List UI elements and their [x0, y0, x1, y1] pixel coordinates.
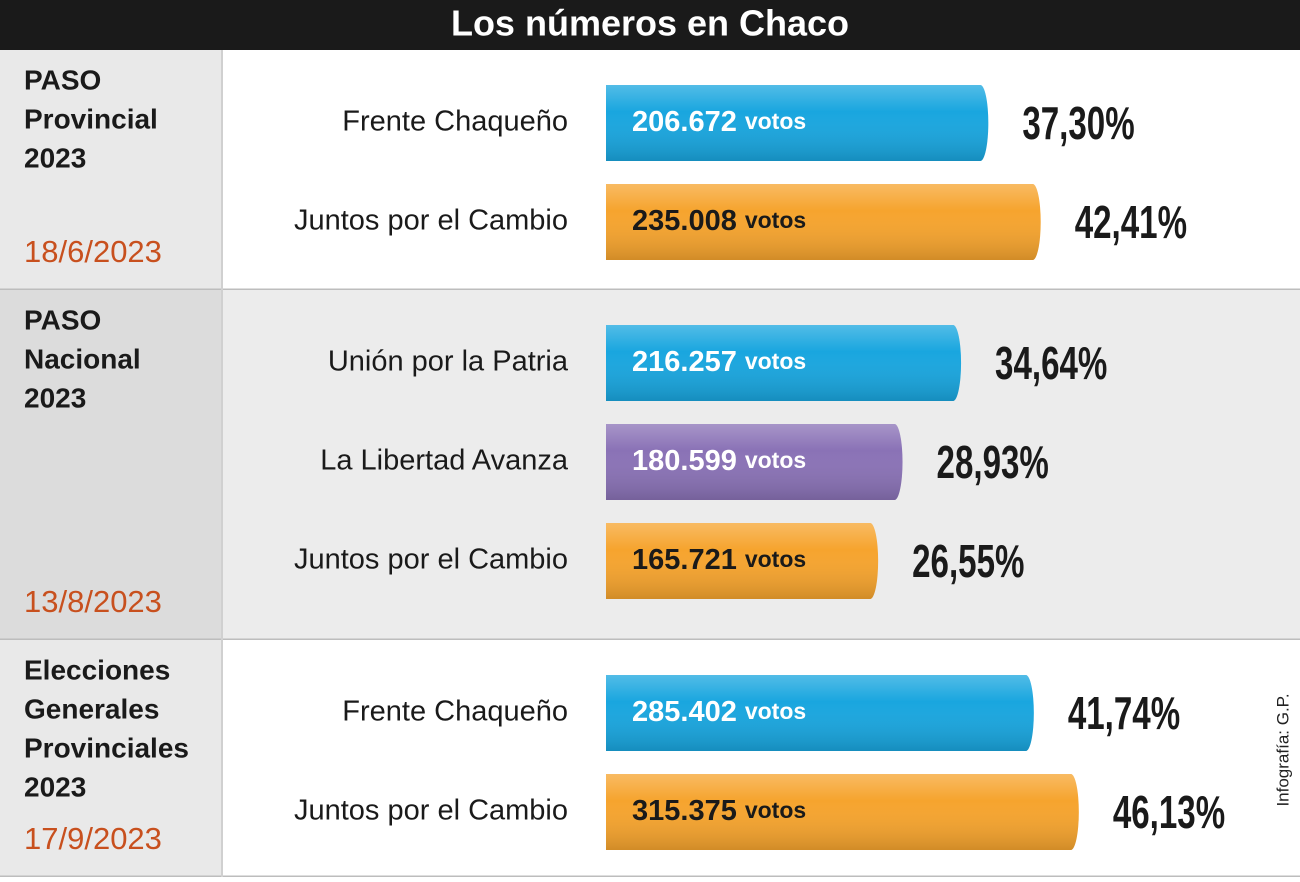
vote-unit: votos — [745, 698, 806, 724]
vote-number: 285.402 — [632, 696, 737, 728]
vote-number: 180.599 — [632, 445, 737, 477]
percent-label: 41,74% — [1068, 689, 1180, 739]
vote-number: 235.008 — [632, 205, 737, 237]
vote-unit: votos — [745, 797, 806, 823]
vote-number: 206.672 — [632, 106, 737, 138]
section-middle-bg — [222, 640, 606, 877]
vote-number: 216.257 — [632, 346, 737, 378]
section-title: 2023 — [24, 142, 86, 173]
vote-label: 285.402 votos — [632, 696, 806, 728]
section-title: 2023 — [24, 771, 86, 802]
title-bar — [0, 0, 1300, 50]
bar-shade — [606, 424, 903, 500]
bar-shade — [606, 523, 879, 599]
bar-shade — [606, 85, 989, 161]
vote-label: 315.375 votos — [632, 795, 806, 827]
category-label: Unión por la Patria — [328, 346, 569, 378]
section-title: Elecciones — [24, 654, 170, 685]
vote-label: 235.008 votos — [632, 205, 806, 237]
percent-label: 26,55% — [912, 537, 1024, 587]
category-label: Juntos por el Cambio — [294, 544, 568, 576]
category-label: Juntos por el Cambio — [294, 795, 568, 827]
section-date: 18/6/2023 — [24, 234, 162, 269]
vote-label: 165.721 votos — [632, 544, 806, 576]
section-label-bg — [0, 290, 222, 640]
section-label-bg — [0, 50, 222, 290]
vote-unit: votos — [745, 108, 806, 134]
bar-shade — [606, 184, 1041, 260]
category-label: Frente Chaqueño — [342, 106, 568, 138]
vote-label: 180.599 votos — [632, 445, 806, 477]
section-label-bg — [0, 640, 222, 877]
section-title: PASO — [24, 304, 101, 335]
section-title: PASO — [24, 64, 101, 95]
vote-unit: votos — [745, 447, 806, 473]
vote-unit: votos — [745, 207, 806, 233]
vote-unit: votos — [745, 348, 806, 374]
category-label: Frente Chaqueño — [342, 696, 568, 728]
percent-label: 37,30% — [1022, 99, 1134, 149]
vote-label: 216.257 votos — [632, 346, 806, 378]
vote-number: 165.721 — [632, 544, 737, 576]
bar-shade — [606, 774, 1079, 850]
title: Los números en Chaco — [451, 3, 849, 44]
section-middle-bg — [222, 290, 606, 640]
percent-label: 46,13% — [1113, 788, 1225, 838]
vote-label: 206.672 votos — [632, 106, 806, 138]
section-title: Provincial — [24, 103, 158, 134]
credit: Infografía: G.P. — [1273, 693, 1292, 806]
vote-number: 315.375 — [632, 795, 737, 827]
category-label: Juntos por el Cambio — [294, 205, 568, 237]
vote-unit: votos — [745, 546, 806, 572]
section-date: 17/9/2023 — [24, 821, 162, 856]
section-middle-bg — [222, 50, 606, 290]
percent-label: 28,93% — [937, 438, 1049, 488]
bar-shade — [606, 325, 962, 401]
section-date: 13/8/2023 — [24, 584, 162, 619]
percent-label: 34,64% — [995, 339, 1107, 389]
section-title: Provinciales — [24, 732, 189, 763]
percent-label: 42,41% — [1075, 198, 1187, 248]
section-title: 2023 — [24, 382, 86, 413]
section-title: Nacional — [24, 343, 141, 374]
category-label: La Libertad Avanza — [320, 445, 569, 477]
section-title: Generales — [24, 693, 159, 724]
bar-shade — [606, 675, 1034, 751]
